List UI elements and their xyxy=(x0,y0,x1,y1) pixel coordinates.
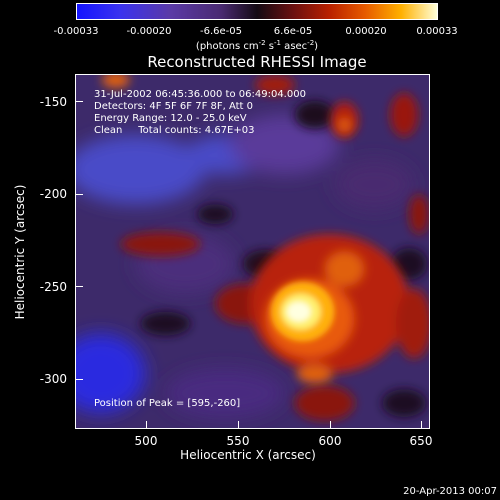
plot-title: Reconstructed RHESSI Image xyxy=(147,53,367,71)
generation-timestamp: 20-Apr-2013 00:07 xyxy=(403,486,497,497)
y-tick xyxy=(75,194,83,195)
x-tick xyxy=(330,421,331,429)
colorbar-tick-label: -0.00020 xyxy=(126,26,172,37)
y-axis-title: Heliocentric Y (arcsec) xyxy=(13,184,27,320)
y-tick-label: -300 xyxy=(39,372,67,386)
colorbar-tick-label: 0.00033 xyxy=(416,26,458,37)
info-algorithm-counts: Clean Total counts: 4.67E+03 xyxy=(94,125,255,136)
x-tick xyxy=(238,421,239,429)
info-energy-range: Energy Range: 12.0 - 25.0 keV xyxy=(94,113,247,124)
colorbar-tick-label: -6.6e-05 xyxy=(200,26,242,37)
x-tick xyxy=(421,421,422,429)
y-tick-label: -150 xyxy=(39,95,67,109)
x-tick-label: 600 xyxy=(318,434,342,448)
y-tick-label: -200 xyxy=(39,187,67,201)
x-tick xyxy=(146,421,147,429)
peak-position: Position of Peak = [595,-260] xyxy=(94,398,241,409)
x-tick-label: 550 xyxy=(226,434,250,448)
y-tick xyxy=(75,286,83,287)
colorbar-tick-label: 6.6e-05 xyxy=(273,26,313,37)
rhessi-image: 31-Jul-2002 06:45:36.000 to 06:49:04.000… xyxy=(75,74,430,429)
x-axis-title: Heliocentric X (arcsec) xyxy=(180,448,316,462)
colorbar-tick-label: 0.00020 xyxy=(345,26,387,37)
x-tick-label: 650 xyxy=(409,434,433,448)
x-tick-label: 500 xyxy=(134,434,158,448)
y-tick-label: -250 xyxy=(39,280,67,294)
heatmap-image xyxy=(76,75,429,428)
info-time-range: 31-Jul-2002 06:45:36.000 to 06:49:04.000 xyxy=(94,89,306,100)
colorbar xyxy=(76,3,438,20)
colorbar-tick-label: -0.00033 xyxy=(53,26,99,37)
y-tick xyxy=(75,379,83,380)
info-detectors: Detectors: 4F 5F 6F 7F 8F, Att 0 xyxy=(94,101,254,112)
colorbar-units: (photons cm-2 s-1 asec-2) xyxy=(195,39,319,52)
y-tick xyxy=(75,101,83,102)
